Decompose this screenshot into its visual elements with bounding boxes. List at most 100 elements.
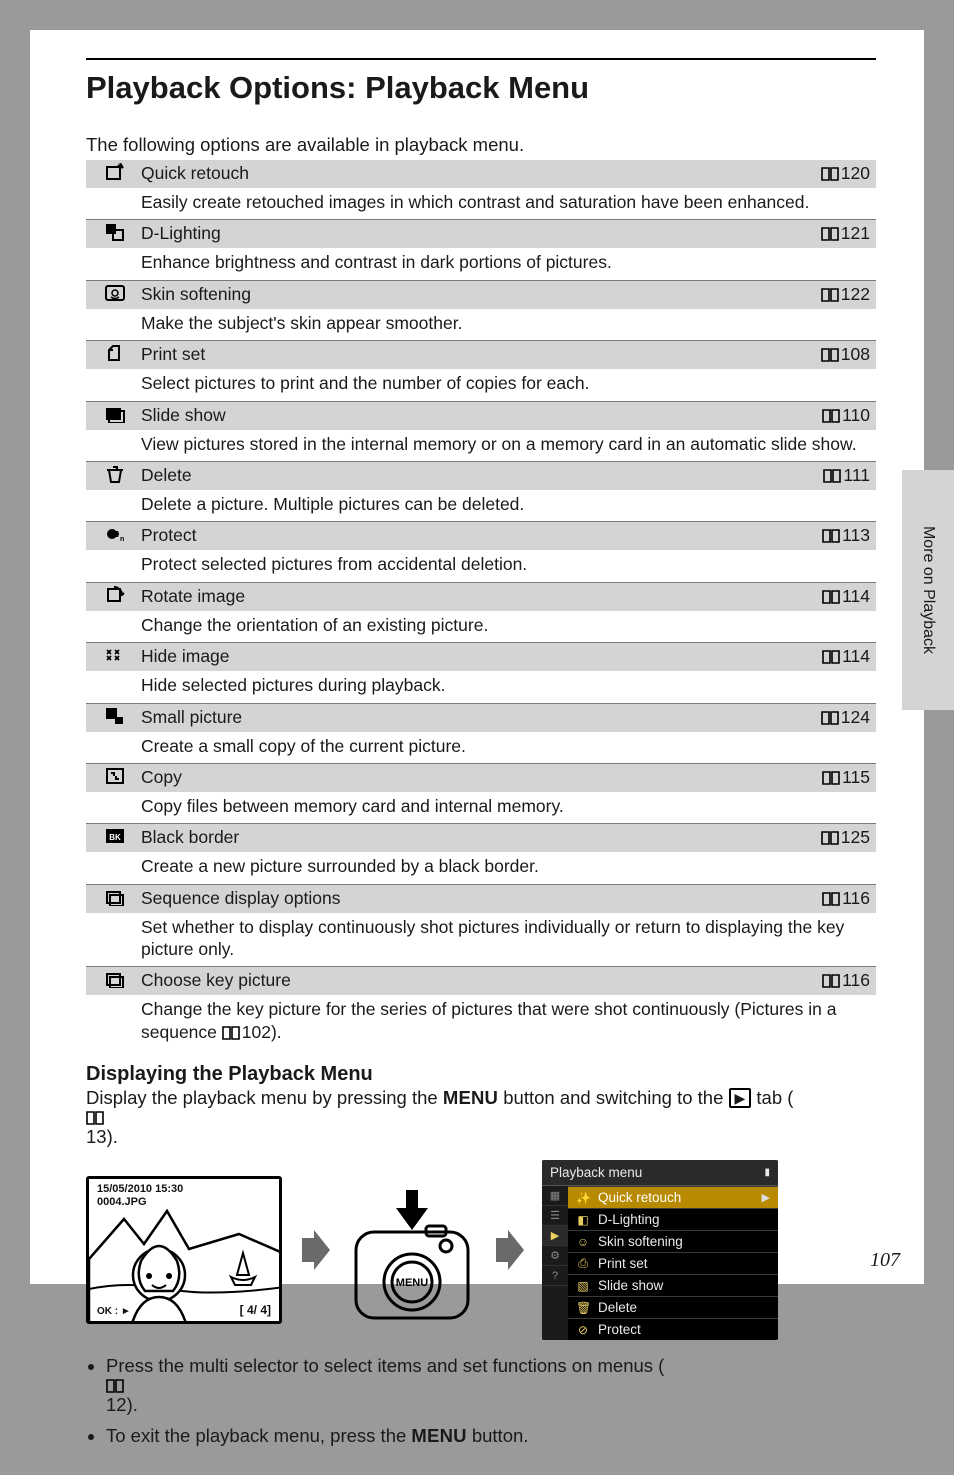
option-page-ref: 124 [788, 703, 876, 732]
option-page-ref: 120 [788, 160, 876, 188]
option-desc: Enhance brightness and contrast in dark … [141, 248, 876, 280]
option-name: Protect [141, 522, 788, 551]
bullet-list: Press the multi selector to select items… [86, 1354, 876, 1449]
page-number: 107 [870, 1249, 900, 1272]
menu-item-label: Quick retouch [598, 1190, 681, 1205]
book-icon [821, 348, 839, 362]
menu-item-icon: ⊘ [576, 1323, 590, 1337]
option-desc: Create a small copy of the current pictu… [141, 732, 876, 764]
battery-icon: ▮ [764, 1167, 770, 1178]
tab-icon: ☰ [542, 1206, 568, 1226]
option-icon [86, 401, 141, 430]
sub-intro-text: Display the playback menu by pressing th… [86, 1087, 443, 1108]
lcd-preview: 15/05/2010 15:30 0004.JPG [ 4/ 4] OK : ► [86, 1176, 282, 1324]
option-icon [86, 643, 141, 672]
option-page-ref: 113 [788, 522, 876, 551]
option-name: Hide image [141, 643, 788, 672]
menu-item-icon: ☺ [576, 1235, 590, 1249]
menu-tabs: ▦ ☰ ▶ ⚙ ? [542, 1186, 568, 1340]
tab-icon: ? [542, 1266, 568, 1286]
page-ref: 13 [86, 1126, 107, 1147]
book-icon [821, 227, 839, 241]
option-desc: View pictures stored in the internal mem… [141, 430, 876, 462]
menu-item[interactable]: ⊘Protect [568, 1318, 778, 1340]
option-desc: Set whether to display continuously shot… [141, 913, 876, 967]
option-desc: Hide selected pictures during playback. [141, 671, 876, 703]
menu-item[interactable]: ☺ Skin softening [568, 1230, 778, 1252]
side-tab: More on Playback [902, 470, 954, 710]
book-icon [822, 650, 840, 664]
bullet-item: Press the multi selector to select items… [106, 1354, 876, 1418]
book-icon [821, 167, 839, 181]
book-icon [821, 711, 839, 725]
option-page-ref: 111 [788, 461, 876, 490]
chevron-right-icon: ▶ [762, 1191, 770, 1204]
sub-intro: Display the playback menu by pressing th… [86, 1086, 876, 1150]
tab-icon: ⚙ [542, 1246, 568, 1266]
option-desc: Copy files between memory card and inter… [141, 792, 876, 824]
option-icon [86, 884, 141, 913]
onscreen-menu-title: Playback menu ▮ [542, 1160, 778, 1186]
menu-item[interactable]: ◧D-Lighting [568, 1208, 778, 1230]
menu-item-icon: ▧ [576, 1279, 590, 1293]
option-icon [86, 220, 141, 249]
menu-item[interactable]: 🗑Delete [568, 1296, 778, 1318]
option-name: Small picture [141, 703, 788, 732]
book-icon [822, 590, 840, 604]
menu-button-label: MENU [443, 1087, 498, 1108]
option-icon [86, 967, 141, 996]
option-desc: Delete a picture. Multiple pictures can … [141, 490, 876, 522]
option-icon [86, 160, 141, 188]
menu-item-label: D-Lighting [598, 1212, 660, 1227]
book-icon [822, 529, 840, 543]
menu-item-label: Skin softening [598, 1234, 683, 1249]
book-icon [822, 892, 840, 906]
option-icon [86, 341, 141, 370]
book-icon [821, 831, 839, 845]
option-page-ref: 122 [788, 280, 876, 309]
menu-item[interactable]: ▧ Slide show [568, 1274, 778, 1296]
option-icon: n [86, 522, 141, 551]
lcd-bottom: OK : ► [97, 1306, 131, 1317]
option-page-ref: 108 [788, 341, 876, 370]
option-page-ref: 121 [788, 220, 876, 249]
book-icon [822, 409, 840, 423]
book-icon [822, 974, 840, 988]
book-icon [823, 469, 841, 483]
svg-text:BK: BK [109, 833, 121, 842]
menu-item-label: Slide show [598, 1278, 663, 1293]
option-desc: Protect selected pictures from accidenta… [141, 550, 876, 582]
option-icon [86, 763, 141, 792]
option-icon [86, 280, 141, 309]
menu-item[interactable]: ⎙Print set [568, 1252, 778, 1274]
figure-row: 15/05/2010 15:30 0004.JPG [ 4/ 4] OK : ►… [86, 1160, 876, 1340]
option-page-ref: 110 [788, 401, 876, 430]
bullet-item: To exit the playback menu, press the MEN… [106, 1424, 876, 1449]
option-icon [86, 703, 141, 732]
book-icon [86, 1111, 876, 1125]
sub-intro-text: ). [107, 1126, 118, 1147]
menu-item[interactable]: ✨ Quick retouch ▶ [568, 1186, 778, 1208]
option-desc: Change the key picture for the series of… [141, 995, 876, 1049]
option-name: Quick retouch [141, 160, 788, 188]
svg-text:MENU: MENU [396, 1277, 428, 1289]
option-name: Slide show [141, 401, 788, 430]
book-icon [821, 288, 839, 302]
tab-play-icon: ▶ [542, 1226, 568, 1246]
svg-text:n: n [120, 536, 124, 543]
onscreen-menu: Playback menu ▮ ▦ ☰ ▶ ⚙ ? ✨ Quick retouch… [542, 1160, 778, 1340]
option-page-ref: 116 [788, 884, 876, 913]
sub-intro-text: button and switching to the [498, 1087, 728, 1108]
option-name: Print set [141, 341, 788, 370]
tab-icon: ▦ [542, 1186, 568, 1206]
option-name: Delete [141, 461, 788, 490]
menu-item-icon: ✨ [576, 1191, 590, 1205]
option-desc: Select pictures to print and the number … [141, 369, 876, 401]
sub-intro-text: tab ( [751, 1087, 793, 1108]
option-desc: Easily create retouched images in which … [141, 188, 876, 220]
option-name: Choose key picture [141, 967, 788, 996]
option-icon: BK [86, 824, 141, 853]
book-icon [822, 771, 840, 785]
option-desc: Change the orientation of an existing pi… [141, 611, 876, 643]
book-icon [222, 1026, 240, 1040]
